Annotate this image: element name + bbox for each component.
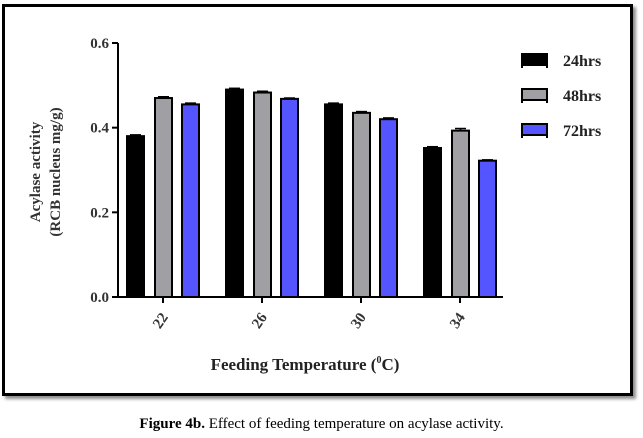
y-tick-label: 0.6	[90, 36, 109, 52]
legend-label-24hrs: 24hrs	[563, 53, 601, 70]
caption-text: Effect of feeding temperature on acylase…	[204, 416, 504, 432]
bar-24hrs-30	[324, 103, 343, 298]
y-label-line-2: (RCB nucleus mg/g)	[48, 107, 64, 236]
y-tick-label: 0.0	[90, 290, 109, 306]
x-axis: 22 26 30 34	[118, 296, 503, 332]
caption-label: Figure 4b.	[139, 416, 205, 432]
bar-48hrs-30	[352, 111, 371, 298]
y-axis: 0.0 0.2 0.4 0.6	[90, 36, 119, 306]
bar-48hrs-22	[154, 97, 173, 298]
legend: 24hrs 48hrs 72hrs	[521, 53, 601, 140]
bar-48hrs-34	[451, 129, 470, 298]
legend-swatch-24hrs	[521, 53, 548, 66]
y-tick-label: 0.4	[90, 121, 109, 137]
bars	[126, 87, 497, 298]
legend-label-48hrs: 48hrs	[563, 88, 601, 105]
bar-72hrs-34	[478, 159, 497, 298]
x-tick-label: 26	[249, 310, 271, 332]
bar-chart: 0.0 0.2 0.4 0.6 22 26 30 34 24hrs 48hrs 72hrs Ac…	[28, 36, 601, 374]
bar-24hrs-26	[225, 88, 244, 298]
bar-72hrs-26	[280, 97, 299, 298]
bar-24hrs-22	[126, 135, 145, 298]
y-label-line-1: Acylase activity	[28, 121, 44, 222]
bar-72hrs-22	[181, 103, 200, 298]
legend-label-72hrs: 72hrs	[563, 123, 601, 140]
figure-frame	[2, 4, 633, 396]
x-tick-label: 22	[150, 310, 172, 331]
x-axis-label: Feeding Temperature (0C)	[211, 355, 400, 374]
bar-24hrs-34	[423, 146, 442, 298]
x-tick-label: 34	[447, 310, 469, 332]
y-tick-label: 0.2	[90, 205, 109, 221]
bar-72hrs-30	[379, 118, 398, 298]
legend-swatch-48hrs	[521, 88, 548, 101]
figure-caption: Figure 4b. Effect of feeding temperature…	[0, 416, 643, 433]
x-tick-label: 30	[348, 310, 370, 331]
bar-48hrs-26	[253, 91, 272, 298]
y-axis-label: Acylase activity (RCB nucleus mg/g)	[28, 107, 64, 236]
legend-swatch-72hrs	[521, 123, 548, 136]
